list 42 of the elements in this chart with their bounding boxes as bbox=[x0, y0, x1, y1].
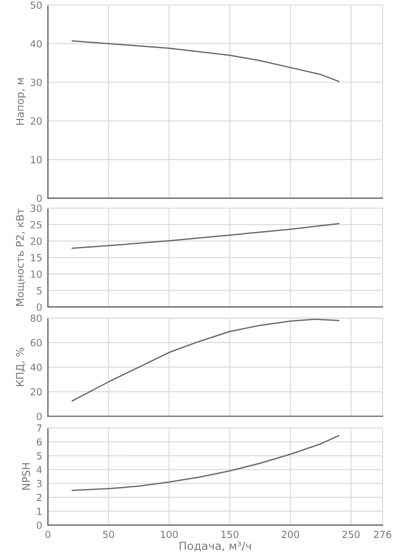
y-tick-label: 0 bbox=[36, 303, 42, 311]
y-tick-label: 30 bbox=[30, 78, 42, 86]
y-tick-label: 0 bbox=[36, 412, 42, 420]
x-tick-label: 0 bbox=[45, 530, 50, 538]
y-tick-label: 20 bbox=[30, 117, 42, 125]
y-tick-label: 25 bbox=[30, 221, 42, 228]
y-axis-title: Напор, м bbox=[16, 78, 26, 125]
y-tick-label: 2 bbox=[36, 494, 42, 501]
x-tick-label: 100 bbox=[160, 530, 178, 538]
x-tick-label: 50 bbox=[103, 530, 114, 538]
y-tick-label: 20 bbox=[30, 238, 42, 245]
y-tick-label: 0 bbox=[36, 194, 42, 202]
x-tick-label: 150 bbox=[222, 530, 238, 538]
y-tick-label: 20 bbox=[30, 388, 42, 396]
line-series bbox=[72, 40, 340, 82]
y-tick-label: 10 bbox=[31, 270, 42, 278]
y-tick-label: 50 bbox=[30, 1, 42, 9]
y-tick-label: 1 bbox=[37, 508, 42, 515]
x-tick-label: 250 bbox=[342, 530, 360, 538]
y-tick-label: 40 bbox=[30, 40, 42, 48]
x-axis-title: Подача, м³/ч bbox=[180, 542, 251, 552]
x-tick-label: 276 bbox=[374, 530, 392, 538]
y-tick-label: 15 bbox=[31, 254, 42, 262]
y-axis-title: КПД, % bbox=[16, 348, 26, 386]
y-tick-label: 40 bbox=[30, 364, 42, 371]
y-tick-label: 30 bbox=[30, 204, 42, 212]
y-tick-label: 7 bbox=[36, 424, 42, 432]
y-tick-label: 3 bbox=[36, 480, 42, 488]
y-tick-label: 10 bbox=[31, 156, 42, 164]
x-tick-label: 200 bbox=[282, 530, 300, 538]
y-tick-label: 60 bbox=[30, 339, 42, 346]
line-series bbox=[72, 434, 340, 491]
y-tick-label: 5 bbox=[36, 452, 42, 460]
y-tick-label: 6 bbox=[36, 438, 42, 446]
y-tick-label: 0 bbox=[36, 522, 42, 529]
y-tick-label: 5 bbox=[36, 287, 42, 294]
y-axis-title: NPSH bbox=[22, 463, 30, 490]
y-axis-title: Мощность P2, кВт bbox=[16, 208, 26, 306]
y-tick-label: 80 bbox=[30, 314, 42, 322]
line-series bbox=[72, 318, 340, 402]
y-tick-label: 4 bbox=[36, 466, 42, 474]
line-series bbox=[72, 222, 340, 249]
